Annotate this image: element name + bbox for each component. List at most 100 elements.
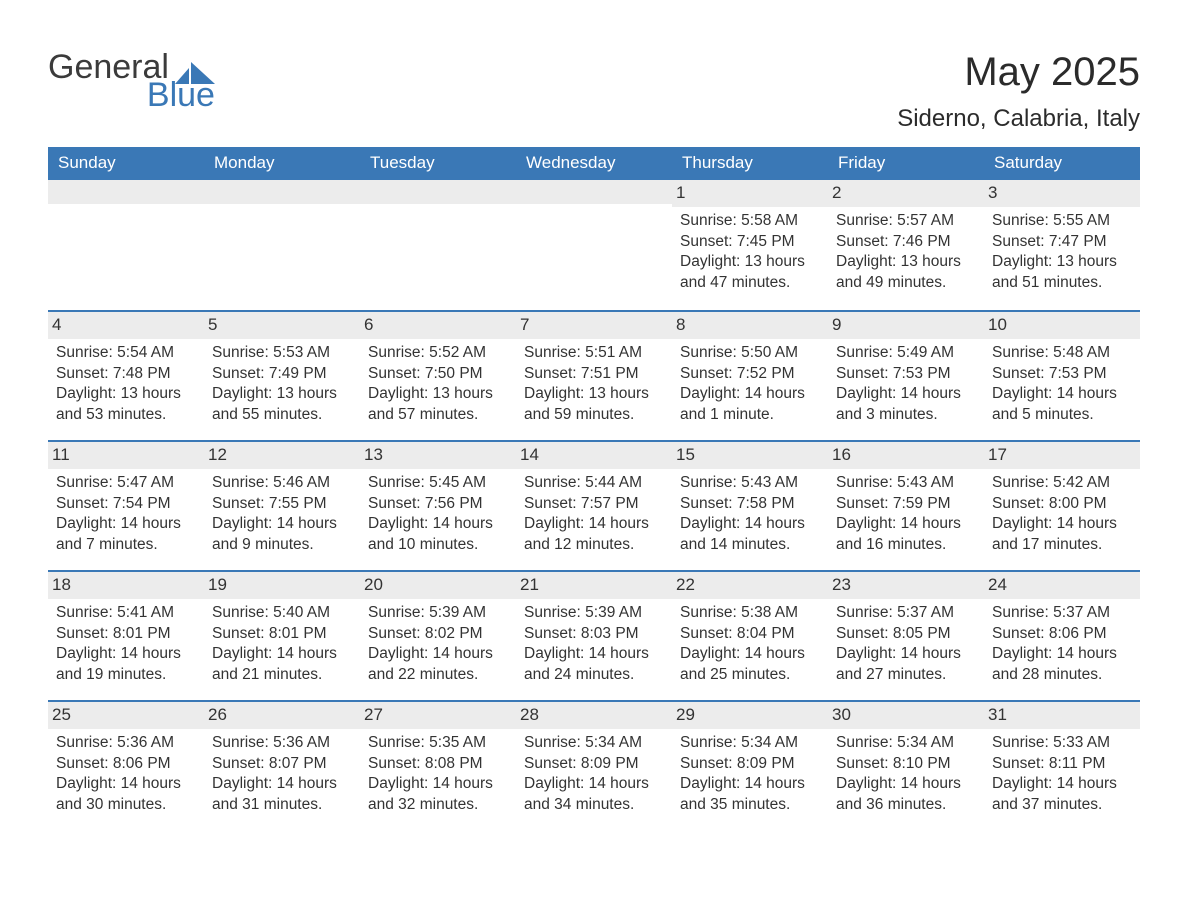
day-details: Sunrise: 5:50 AMSunset: 7:52 PMDaylight:… (678, 343, 822, 425)
day-sunrise: Sunrise: 5:43 AM (680, 473, 820, 493)
week-row: 25Sunrise: 5:36 AMSunset: 8:06 PMDayligh… (48, 700, 1140, 830)
dow-cell: Saturday (984, 147, 1140, 180)
day-details: Sunrise: 5:37 AMSunset: 8:06 PMDaylight:… (990, 603, 1134, 685)
day-sunset: Sunset: 8:09 PM (524, 754, 664, 774)
day-sunset: Sunset: 7:47 PM (992, 232, 1132, 252)
day-cell: 12Sunrise: 5:46 AMSunset: 7:55 PMDayligh… (204, 442, 360, 570)
day-details: Sunrise: 5:35 AMSunset: 8:08 PMDaylight:… (366, 733, 510, 815)
day-number: 10 (984, 312, 1140, 339)
day-cell: 5Sunrise: 5:53 AMSunset: 7:49 PMDaylight… (204, 312, 360, 440)
day-sunrise: Sunrise: 5:47 AM (56, 473, 196, 493)
day-dl1: Daylight: 14 hours (368, 644, 508, 664)
day-number: 18 (48, 572, 204, 599)
day-details: Sunrise: 5:51 AMSunset: 7:51 PMDaylight:… (522, 343, 666, 425)
day-cell-empty (48, 180, 204, 310)
day-cell: 30Sunrise: 5:34 AMSunset: 8:10 PMDayligh… (828, 702, 984, 830)
day-dl2: and 24 minutes. (524, 665, 664, 685)
day-sunrise: Sunrise: 5:34 AM (680, 733, 820, 753)
day-dl2: and 3 minutes. (836, 405, 976, 425)
day-cell: 20Sunrise: 5:39 AMSunset: 8:02 PMDayligh… (360, 572, 516, 700)
day-cell: 9 Sunrise: 5:49 AMSunset: 7:53 PMDaylight… (828, 312, 984, 440)
day-number: 9 (828, 312, 984, 339)
day-dl1: Daylight: 14 hours (368, 774, 508, 794)
day-sunset: Sunset: 7:56 PM (368, 494, 508, 514)
day-dl2: and 22 minutes. (368, 665, 508, 685)
day-details: Sunrise: 5:43 AMSunset: 7:59 PMDaylight:… (834, 473, 978, 555)
day-sunrise: Sunrise: 5:48 AM (992, 343, 1132, 363)
title-block: May 2025 Siderno, Calabria, Italy (897, 50, 1140, 133)
day-sunset: Sunset: 8:00 PM (992, 494, 1132, 514)
day-dl2: and 37 minutes. (992, 795, 1132, 815)
day-dl2: and 10 minutes. (368, 535, 508, 555)
day-number: 23 (828, 572, 984, 599)
day-details: Sunrise: 5:54 AMSunset: 7:48 PMDaylight:… (54, 343, 198, 425)
day-number: 29 (672, 702, 828, 729)
day-sunrise: Sunrise: 5:39 AM (368, 603, 508, 623)
day-cell-empty (516, 180, 672, 310)
day-cell: 4 Sunrise: 5:54 AMSunset: 7:48 PMDaylight… (48, 312, 204, 440)
day-sunrise: Sunrise: 5:49 AM (836, 343, 976, 363)
day-number (516, 180, 672, 204)
day-dl1: Daylight: 14 hours (836, 774, 976, 794)
day-sunset: Sunset: 7:53 PM (836, 364, 976, 384)
day-details: Sunrise: 5:39 AMSunset: 8:02 PMDaylight:… (366, 603, 510, 685)
logo-text-blue: Blue (147, 78, 215, 112)
day-details: Sunrise: 5:38 AMSunset: 8:04 PMDaylight:… (678, 603, 822, 685)
day-sunset: Sunset: 7:53 PM (992, 364, 1132, 384)
location-subtitle: Siderno, Calabria, Italy (897, 105, 1140, 133)
day-sunset: Sunset: 8:09 PM (680, 754, 820, 774)
day-details: Sunrise: 5:47 AMSunset: 7:54 PMDaylight:… (54, 473, 198, 555)
day-sunrise: Sunrise: 5:45 AM (368, 473, 508, 493)
day-number: 14 (516, 442, 672, 469)
day-dl1: Daylight: 14 hours (836, 514, 976, 534)
day-sunset: Sunset: 8:07 PM (212, 754, 352, 774)
day-cell: 2Sunrise: 5:57 AMSunset: 7:46 PMDaylight… (828, 180, 984, 310)
day-details: Sunrise: 5:53 AMSunset: 7:49 PMDaylight:… (210, 343, 354, 425)
dow-cell: Thursday (672, 147, 828, 180)
day-details: Sunrise: 5:55 AMSunset: 7:47 PMDaylight:… (990, 211, 1134, 293)
day-dl1: Daylight: 13 hours (368, 384, 508, 404)
day-dl1: Daylight: 14 hours (680, 644, 820, 664)
day-details: Sunrise: 5:37 AMSunset: 8:05 PMDaylight:… (834, 603, 978, 685)
day-cell: 22 Sunrise: 5:38 AMSunset: 8:04 PMDayligh… (672, 572, 828, 700)
day-details: Sunrise: 5:58 AMSunset: 7:45 PMDaylight:… (678, 211, 822, 293)
day-cell: 16Sunrise: 5:43 AMSunset: 7:59 PMDayligh… (828, 442, 984, 570)
day-sunrise: Sunrise: 5:37 AM (992, 603, 1132, 623)
day-cell: 3Sunrise: 5:55 AMSunset: 7:47 PMDaylight… (984, 180, 1140, 310)
day-sunrise: Sunrise: 5:53 AM (212, 343, 352, 363)
day-dl1: Daylight: 14 hours (212, 774, 352, 794)
day-cell: 15Sunrise: 5:43 AMSunset: 7:58 PMDayligh… (672, 442, 828, 570)
day-sunset: Sunset: 7:54 PM (56, 494, 196, 514)
day-details: Sunrise: 5:34 AMSunset: 8:10 PMDaylight:… (834, 733, 978, 815)
day-details: Sunrise: 5:57 AMSunset: 7:46 PMDaylight:… (834, 211, 978, 293)
day-number: 22 (672, 572, 828, 599)
day-sunset: Sunset: 8:06 PM (56, 754, 196, 774)
day-number: 28 (516, 702, 672, 729)
week-row: 1Sunrise: 5:58 AMSunset: 7:45 PMDaylight… (48, 180, 1140, 310)
day-dl1: Daylight: 14 hours (680, 514, 820, 534)
day-dl1: Daylight: 14 hours (212, 644, 352, 664)
day-dl1: Daylight: 14 hours (680, 384, 820, 404)
day-number: 24 (984, 572, 1140, 599)
day-cell: 14Sunrise: 5:44 AMSunset: 7:57 PMDayligh… (516, 442, 672, 570)
day-sunrise: Sunrise: 5:43 AM (836, 473, 976, 493)
day-sunset: Sunset: 8:06 PM (992, 624, 1132, 644)
day-dl1: Daylight: 14 hours (836, 384, 976, 404)
day-number: 13 (360, 442, 516, 469)
dow-cell: Tuesday (360, 147, 516, 180)
day-details: Sunrise: 5:41 AMSunset: 8:01 PMDaylight:… (54, 603, 198, 685)
day-details: Sunrise: 5:40 AMSunset: 8:01 PMDaylight:… (210, 603, 354, 685)
day-of-week-header: SundayMondayTuesdayWednesdayThursdayFrid… (48, 147, 1140, 180)
day-sunset: Sunset: 7:58 PM (680, 494, 820, 514)
day-dl1: Daylight: 14 hours (992, 644, 1132, 664)
day-cell: 19Sunrise: 5:40 AMSunset: 8:01 PMDayligh… (204, 572, 360, 700)
week-row: 18 Sunrise: 5:41 AMSunset: 8:01 PMDayligh… (48, 570, 1140, 700)
header-row: General Blue May 2025 Siderno, Calabria,… (48, 50, 1140, 133)
day-number (48, 180, 204, 204)
day-dl1: Daylight: 14 hours (992, 384, 1132, 404)
day-sunset: Sunset: 7:48 PM (56, 364, 196, 384)
day-number: 4 (48, 312, 204, 339)
day-details: Sunrise: 5:34 AMSunset: 8:09 PMDaylight:… (522, 733, 666, 815)
day-sunrise: Sunrise: 5:37 AM (836, 603, 976, 623)
day-cell: 23 Sunrise: 5:37 AMSunset: 8:05 PMDayligh… (828, 572, 984, 700)
